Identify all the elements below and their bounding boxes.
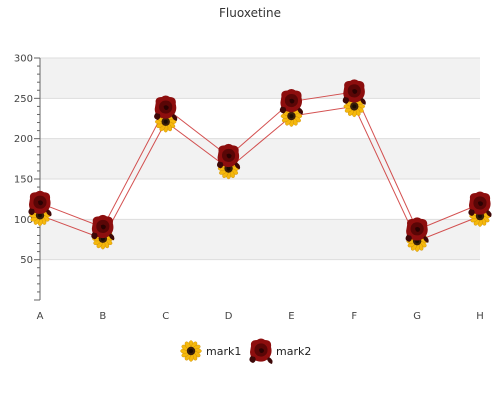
plot-background (40, 58, 480, 300)
y-axis: 50 100 150 200 250 300 (14, 54, 41, 301)
legend-label-mark2: mark2 (276, 345, 311, 358)
point-mark2-G (405, 217, 429, 243)
x-axis: A B C D E F G H (37, 311, 484, 322)
plot-band (40, 58, 480, 99)
x-tick-label: H (476, 311, 484, 322)
chart-title: Fluoxetine (219, 6, 281, 20)
series-line-mark2 (39, 91, 481, 231)
gridlines (40, 57, 480, 261)
point-mark2-C (154, 95, 178, 122)
point-mark2-D (216, 143, 241, 170)
point-mark2-E (279, 89, 303, 115)
plot-band (40, 98, 480, 139)
x-tick-label: C (162, 311, 169, 322)
y-tick-label: 50 (20, 255, 33, 266)
x-tick-label: F (351, 311, 357, 322)
y-tick-label: 150 (14, 175, 33, 186)
point-mark2-B (91, 214, 115, 241)
x-tick-label: E (288, 311, 294, 322)
legend-rose-icon (249, 338, 273, 364)
plot-band (40, 138, 480, 179)
legend: mark1 mark2 (180, 338, 311, 364)
plot-band (40, 259, 480, 300)
plot-band (40, 179, 480, 220)
x-tick-label: D (225, 311, 233, 322)
legend-label-mark1: mark1 (206, 345, 241, 358)
y-tick-label: 250 (14, 94, 33, 105)
point-mark2-A (28, 190, 52, 217)
legend-sunflower-icon (180, 340, 202, 362)
y-tick-label: 200 (14, 134, 33, 145)
legend-item-mark2: mark2 (249, 338, 311, 364)
series-line-mark1 (39, 105, 481, 242)
x-tick-label: A (37, 311, 44, 322)
legend-item-mark1: mark1 (180, 340, 241, 362)
x-tick-label: G (413, 311, 421, 322)
series-lines (39, 91, 481, 242)
point-mark2-F (342, 79, 366, 105)
y-tick-label: 100 (14, 215, 33, 226)
y-tick-label: 300 (14, 54, 33, 65)
x-tick-label: B (99, 311, 106, 322)
point-mark2-H (468, 191, 492, 218)
